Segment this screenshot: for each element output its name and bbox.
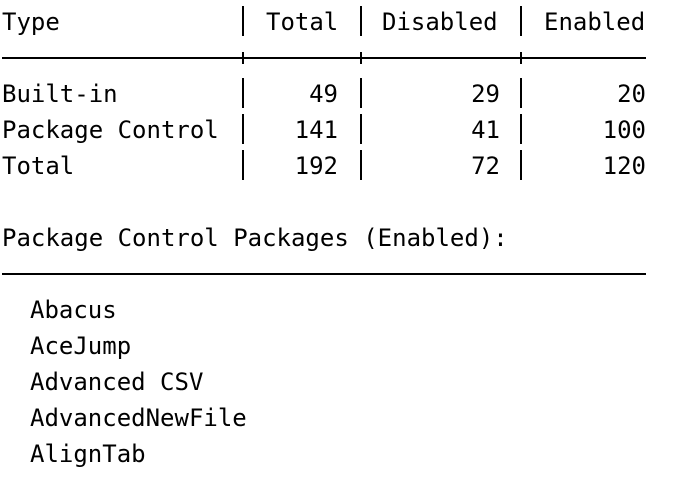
cell-disabled: 72 (471, 152, 500, 180)
cell-total: 49 (309, 80, 338, 108)
section-rule (2, 256, 688, 292)
rule-junction (242, 52, 244, 64)
header-type: Type (2, 8, 60, 36)
table-header-row: Type Total Disabled Enabled (2, 4, 688, 40)
column-separator (520, 150, 522, 180)
cell-disabled: 41 (471, 116, 500, 144)
cell-disabled: 29 (471, 80, 500, 108)
terminal-output: Type Total Disabled Enabled Built-in 49 … (2, 4, 688, 472)
cell-enabled: 100 (602, 116, 646, 144)
table-row: Built-in 49 29 20 (2, 76, 688, 112)
header-disabled: Disabled (382, 8, 498, 36)
table-row: Package Control 141 41 100 (2, 112, 688, 148)
horizontal-rule (2, 57, 646, 59)
header-total: Total (266, 8, 339, 36)
column-separator (242, 114, 244, 144)
column-separator (242, 150, 244, 180)
package-item: AdvancedNewFile (30, 404, 247, 432)
column-separator (242, 78, 244, 108)
cell-type: Built-in (2, 80, 118, 108)
column-separator (360, 6, 362, 36)
column-separator (360, 78, 362, 108)
package-item: Advanced CSV (30, 368, 204, 396)
column-separator (520, 78, 522, 108)
column-separator (360, 114, 362, 144)
blank-line (2, 184, 688, 220)
table-header-rule (2, 40, 688, 76)
column-separator (520, 114, 522, 144)
column-separator (520, 6, 522, 36)
horizontal-rule (2, 273, 646, 275)
column-separator (242, 6, 244, 36)
cell-type: Total (2, 152, 75, 180)
package-item: AlignTab (30, 440, 146, 468)
cell-total: 141 (294, 116, 338, 144)
cell-type: Package Control (2, 116, 219, 144)
table-row: Total 192 72 120 (2, 148, 688, 184)
column-separator (360, 150, 362, 180)
cell-total: 192 (294, 152, 338, 180)
package-item: Abacus (30, 296, 117, 324)
rule-junction (520, 52, 522, 64)
cell-enabled: 20 (617, 80, 646, 108)
cell-enabled: 120 (602, 152, 646, 180)
section-title: Package Control Packages (Enabled): (2, 224, 508, 252)
package-item: AceJump (30, 332, 132, 360)
rule-junction (360, 52, 362, 64)
header-enabled: Enabled (544, 8, 646, 36)
